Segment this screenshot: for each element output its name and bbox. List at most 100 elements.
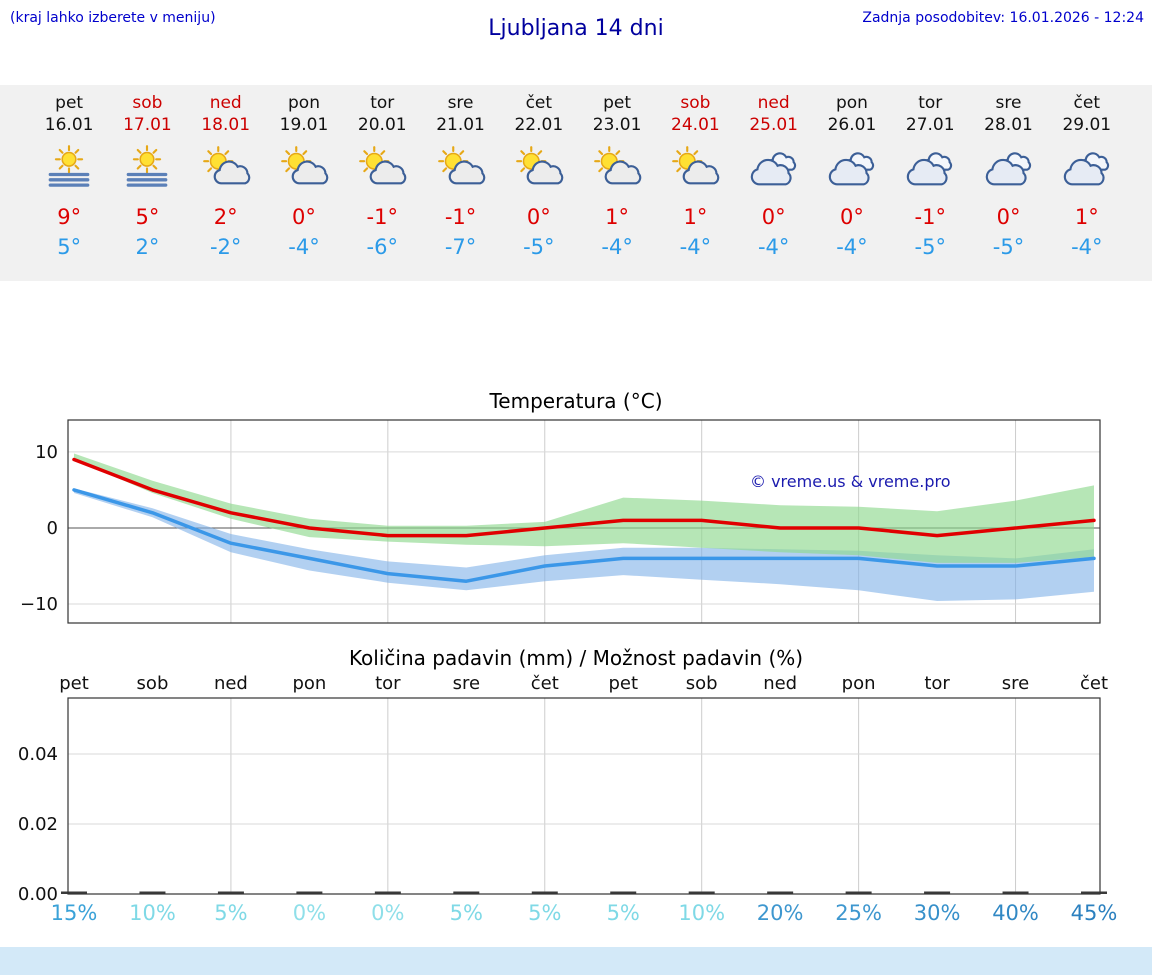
temperature-chart-title: Temperatura (°C) [489,389,663,413]
sun-fog-icon [30,145,108,197]
day-name: ned [209,93,242,113]
low-temp: -5° [914,235,946,259]
temperature-chart: 10 0 −10 © vreme.us & vreme.pro [20,419,1101,624]
max-uncertainty-band [74,453,1094,563]
precip-probability-label: 5% [214,901,247,924]
precip-bar [139,891,166,894]
precip-day-label: pet [59,673,89,694]
temp-y-tick-label: 10 [35,442,58,463]
low-temp: -4° [836,235,868,259]
partly-cloudy-icon [500,145,578,197]
precip-day-label: sob [686,673,718,694]
low-temp: -4° [601,235,633,259]
high-temp: -1° [366,205,398,229]
day-date: 17.01 [123,115,172,135]
low-temp: -4° [757,235,790,259]
precip-y-tick-label: 0.00 [18,884,58,905]
partly-cloudy-icon-graphic [281,146,329,185]
precipitation-chart: pet sob ned pon tor sre čet pet sob ned pon tor sre č… [18,673,1118,924]
precip-plot-border [67,697,1101,895]
high-temp: 5° [135,205,160,229]
day-date: 28.01 [984,115,1033,135]
cloudy-icon [969,145,1047,197]
precip-probability-label: 25% [835,901,882,924]
sun-rays [133,145,162,174]
copyright-link[interactable]: © vreme.us & vreme.pro [750,472,951,491]
day-name: pet [55,93,84,113]
forecast-day-strip: pet 16.01 9° 5° sob 17.01 5° 2° ned 18.01 2° -2° pon… [0,85,1152,281]
footer-band [0,947,1152,975]
day-date: 16.01 [44,115,94,135]
precip-day-label: sob [137,673,169,694]
precip-bar [924,891,951,894]
precip-bar [845,891,872,894]
low-temp: -6° [366,235,398,259]
day-name: tor [918,93,943,113]
high-temp: 1° [683,205,708,229]
day-name: pon [835,93,868,113]
precip-day-label: pon [292,673,326,694]
min-temperature-line [72,488,1096,583]
min-uncertainty-band [74,488,1094,601]
temp-y-tick-label: −10 [20,594,58,615]
precip-day-label: tor [924,673,950,694]
precip-day-label: pet [608,673,638,694]
sun-fog-icon [108,145,186,197]
day-column: pet 23.01 1° -4° [578,93,656,281]
day-date: 26.01 [827,115,877,135]
day-name: sob [680,93,711,113]
day-date: 24.01 [671,115,720,135]
high-temp: 0° [840,205,864,229]
precip-bar [531,891,558,894]
day-date: 22.01 [514,115,564,135]
high-temp: 0° [761,205,786,229]
cloudy-icon-graphic [750,152,796,186]
low-temp: -7° [444,235,477,259]
high-temp: -1° [914,205,946,229]
header: (kraj lahko izberete v meniju) Ljubljana… [0,0,1152,85]
day-date: 19.01 [279,115,329,135]
low-temp: 5° [57,235,82,259]
high-temp: 2° [213,205,238,229]
precip-day-label: ned [214,673,248,694]
cloudy-icon [735,145,813,197]
partly-cloudy-icon [656,145,734,197]
precip-probability-label: 0% [371,901,404,924]
partly-cloudy-icon [187,145,265,197]
max-temperature-line [72,457,1096,538]
day-name: sob [132,93,163,113]
low-temp: -5° [992,235,1025,259]
precipitation-chart-title: Količina padavin (mm) / Možnost padavin … [348,646,804,670]
high-temp: -1° [444,205,477,229]
high-temp: 0° [526,205,551,229]
partly-cloudy-icon [578,145,656,197]
temp-y-tick-label: 0 [47,518,58,539]
precip-probability-label: 45% [1071,901,1118,924]
partly-cloudy-icon-graphic [515,146,564,185]
day-date: 20.01 [357,115,407,135]
menu-hint-link[interactable]: (kraj lahko izberete v meniju) [10,10,216,26]
day-name: čet [525,93,553,113]
day-column: sob 24.01 1° -4° [656,93,734,281]
precip-day-label: čet [1080,673,1108,694]
day-column: sre 28.01 0° -5° [969,93,1047,281]
day-name: pet [603,93,632,113]
last-updated: Zadnja posodobitev: 16.01.2026 - 12:24 [862,10,1144,26]
precip-day-label: pon [842,673,876,694]
precip-bar [374,891,401,894]
partly-cloudy-icon-graphic [437,146,485,185]
low-temp: -4° [1071,235,1103,259]
cloudy-icon [813,145,891,197]
precip-day-label: sre [453,673,480,694]
day-column: sre 21.01 -1° -7° [421,93,499,281]
day-column: sob 17.01 5° 2° [108,93,186,281]
day-name: pon [288,93,320,113]
day-column: ned 18.01 2° -2° [187,93,265,281]
temp-plot-border [67,419,1101,624]
day-date: 29.01 [1062,115,1112,135]
precip-bar [296,891,323,894]
day-name: tor [370,93,395,113]
partly-cloudy-icon-graphic [672,146,720,185]
low-temp: -5° [523,235,555,259]
precip-probability-label: 10% [678,901,725,924]
